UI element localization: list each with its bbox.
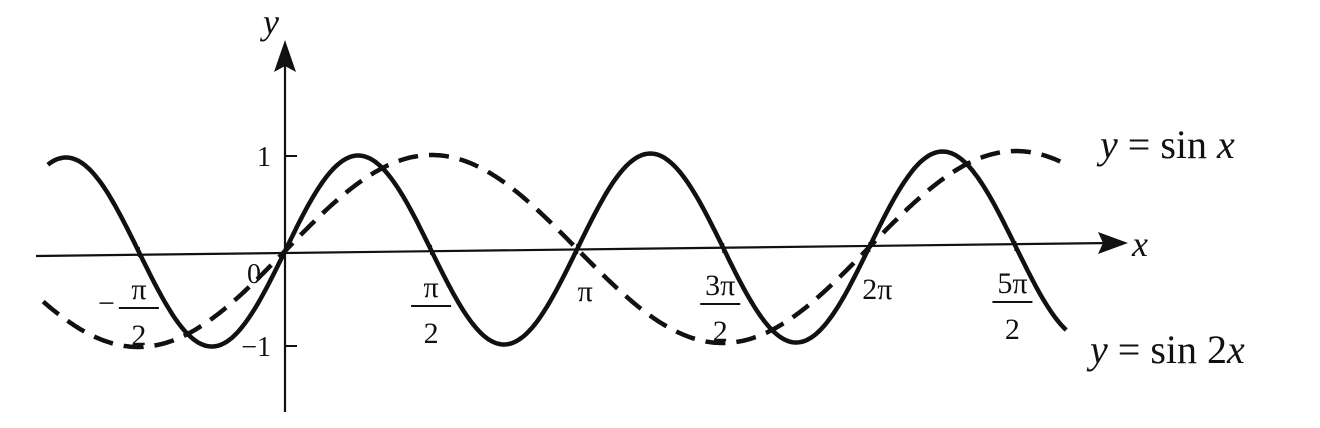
tick-denominator: 2: [424, 317, 439, 350]
x-tick-label: 2π: [862, 273, 892, 306]
x-tick-label: 5π2: [992, 267, 1033, 346]
tick-numerator: π: [424, 271, 439, 304]
tick-denominator: 2: [131, 319, 146, 352]
curve-sin2x: [46, 149, 1068, 349]
x-axis-arrowhead: [1098, 232, 1128, 254]
x-axis-label: x: [1131, 224, 1148, 264]
curve-sinx: [41, 148, 1063, 350]
x-tick-label: π2: [411, 271, 452, 350]
y-axis-label: y: [260, 2, 279, 42]
x-tick-label: π 2−: [98, 273, 159, 352]
tick-denominator: 2: [1005, 313, 1020, 346]
tick-numerator: π: [131, 273, 146, 306]
series-label-sinx: y = sin x: [1096, 122, 1235, 167]
series-label-sin2x: y = sin 2x: [1086, 327, 1245, 372]
x-tick-label: π: [578, 275, 593, 308]
tick-denominator: 2: [713, 315, 728, 348]
tick-numerator: 3π: [705, 269, 735, 302]
tick-numerator: 5π: [997, 267, 1027, 300]
y-axis-arrowhead: [274, 40, 296, 72]
x-tick-label: 3π2: [700, 269, 741, 348]
y-tick-label: −1: [241, 332, 271, 363]
x-axis: [35, 241, 1113, 258]
origin-label: 0: [247, 259, 261, 290]
tick-sign: −: [98, 287, 115, 320]
y-tick-label: 1: [257, 142, 271, 173]
